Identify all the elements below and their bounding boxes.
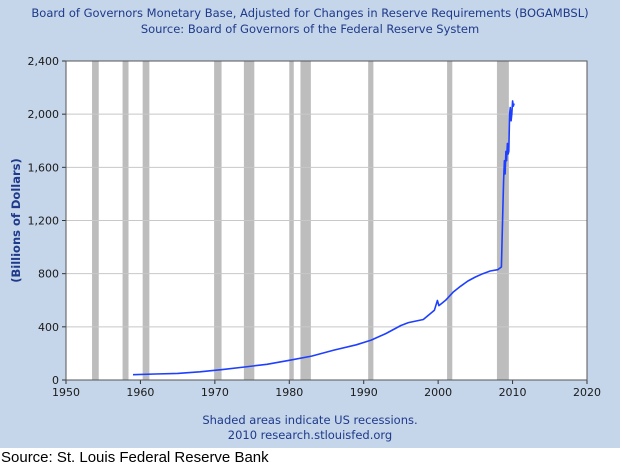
- chart-svg: 0 400 800 1,200 1,600 2,000 2,400 1950 1960 1970 1…: [9, 55, 601, 399]
- y-tick-label-0: 0: [52, 374, 59, 387]
- plot-frame: [65, 60, 588, 381]
- footnote-copyright: 2010 research.stlouisfed.org: [227, 428, 393, 442]
- y-tick-label-2: 800: [38, 268, 59, 281]
- x-tick-label-7: 2020: [573, 386, 601, 399]
- x-tick-label-6: 2010: [499, 386, 527, 399]
- y-axis-label: (Billions of Dollars): [9, 158, 23, 283]
- series-line-0: [132, 100, 515, 376]
- x-tick-label-1: 1960: [126, 386, 154, 399]
- chart-title: Board of Governors Monetary Base, Adjust…: [31, 6, 589, 20]
- y-tick-label-5: 2,000: [28, 108, 60, 121]
- chart-subtitle: Source: Board of Governors of the Federa…: [140, 22, 480, 36]
- footnote-recessions: Shaded areas indicate US recessions.: [202, 413, 418, 427]
- x-tick-label-0: 1950: [52, 386, 80, 399]
- y-tick-label-3: 1,200: [28, 215, 60, 228]
- y-tick-label-1: 400: [38, 321, 59, 334]
- y-tick-label-4: 1,600: [28, 161, 60, 174]
- x-tick-label-4: 1990: [350, 386, 378, 399]
- source-caption: Source: St. Louis Federal Reserve Bank: [1, 449, 269, 466]
- x-tick-label-3: 1980: [275, 386, 303, 399]
- x-tick-label-2: 1970: [201, 386, 229, 399]
- y-tick-label-6: 2,400: [28, 55, 60, 68]
- x-tick-label-5: 2000: [424, 386, 452, 399]
